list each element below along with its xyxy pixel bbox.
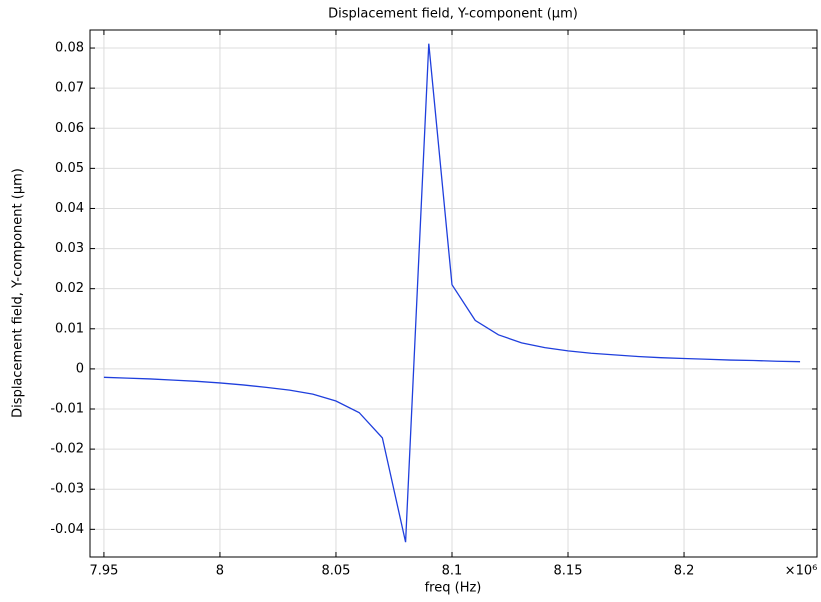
x-multiplier: ×10⁶: [785, 564, 818, 579]
y-tick-label: 0.03: [55, 241, 84, 256]
x-tick-label: 8: [216, 564, 224, 579]
y-axis-label: Displacement field, Y-component (µm): [11, 168, 26, 418]
x-tick-label: 8.2: [674, 564, 695, 579]
y-tick-label: 0: [76, 361, 84, 376]
x-tick-label: 8.15: [554, 564, 583, 579]
y-tick-label: 0.04: [55, 201, 84, 216]
y-tick-label: -0.03: [50, 482, 84, 497]
x-axis-label: freq (Hz): [425, 581, 482, 596]
data-line: [103, 43, 801, 543]
y-tick-label: -0.01: [50, 402, 84, 417]
x-tick-label: 8.1: [442, 564, 463, 579]
y-tick-label: 0.01: [55, 321, 84, 336]
y-tick-label: 0.02: [55, 281, 84, 296]
x-tick-label: 7.95: [89, 564, 118, 579]
plot-frame: [89, 29, 818, 558]
y-tick-label: 0.06: [55, 121, 84, 136]
chart-title: Displacement field, Y-component (µm): [328, 7, 578, 22]
y-tick-label: -0.04: [50, 522, 84, 537]
y-tick-label: 0.08: [55, 41, 84, 56]
y-tick-label: -0.02: [50, 442, 84, 457]
y-tick-label: 0.05: [55, 161, 84, 176]
y-tick-label: 0.07: [55, 81, 84, 96]
x-tick-label: 8.05: [321, 564, 350, 579]
